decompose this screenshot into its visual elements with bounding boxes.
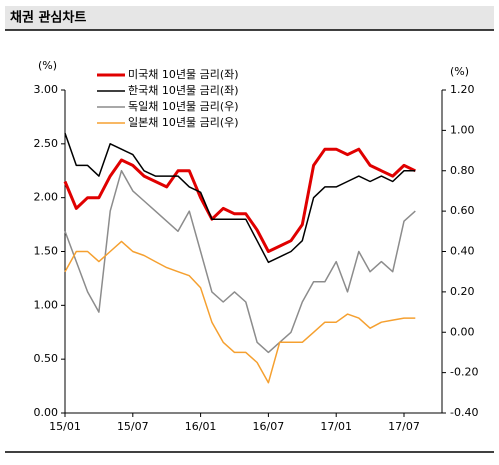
legend-label: 일본채 10년물 금리(우) <box>128 115 239 129</box>
y2-tick-label: 0.20 <box>450 285 475 298</box>
legend-label: 독일채 10년물 금리(우) <box>128 99 239 113</box>
y-tick-label: 0.50 <box>34 352 59 365</box>
title-bar <box>5 6 494 30</box>
y2-tick-label: 0.60 <box>450 204 475 217</box>
y-tick-label: 2.50 <box>34 137 59 150</box>
y-tick-label: 2.00 <box>34 191 59 204</box>
legend-label: 미국채 10년물 금리(좌) <box>128 68 239 81</box>
series-line <box>64 132 416 264</box>
series-line <box>64 169 416 354</box>
y2-tick-label: -0.20 <box>450 366 478 379</box>
y-tick-label: 3.00 <box>34 83 59 96</box>
y2-tick-label: 1.00 <box>450 123 475 136</box>
y2-tick-label: -0.40 <box>450 406 478 419</box>
legend-label: 한국채 10년물 금리(좌) <box>128 84 239 97</box>
y-axis-unit: (%) <box>38 59 57 72</box>
x-tick-label: 17/01 <box>320 420 352 433</box>
y2-tick-label: 0.80 <box>450 164 475 177</box>
y-tick-label: 1.50 <box>34 245 59 258</box>
x-tick-label: 15/01 <box>49 420 81 433</box>
x-tick-label: 17/07 <box>388 420 420 433</box>
y-tick-label: 1.00 <box>34 298 59 311</box>
y2-axis-unit: (%) <box>450 65 469 78</box>
x-tick-label: 16/07 <box>253 420 285 433</box>
y2-tick-label: 1.20 <box>450 83 475 96</box>
y2-tick-label: 0.00 <box>450 325 475 338</box>
y-tick-label: 0.00 <box>34 406 59 419</box>
x-tick-label: 15/07 <box>117 420 149 433</box>
series-line <box>64 240 416 384</box>
x-tick-label: 16/01 <box>185 420 217 433</box>
chart-title: 채권 관심차트 <box>10 10 86 26</box>
series-line <box>63 147 416 253</box>
y2-tick-label: 0.40 <box>450 245 475 258</box>
